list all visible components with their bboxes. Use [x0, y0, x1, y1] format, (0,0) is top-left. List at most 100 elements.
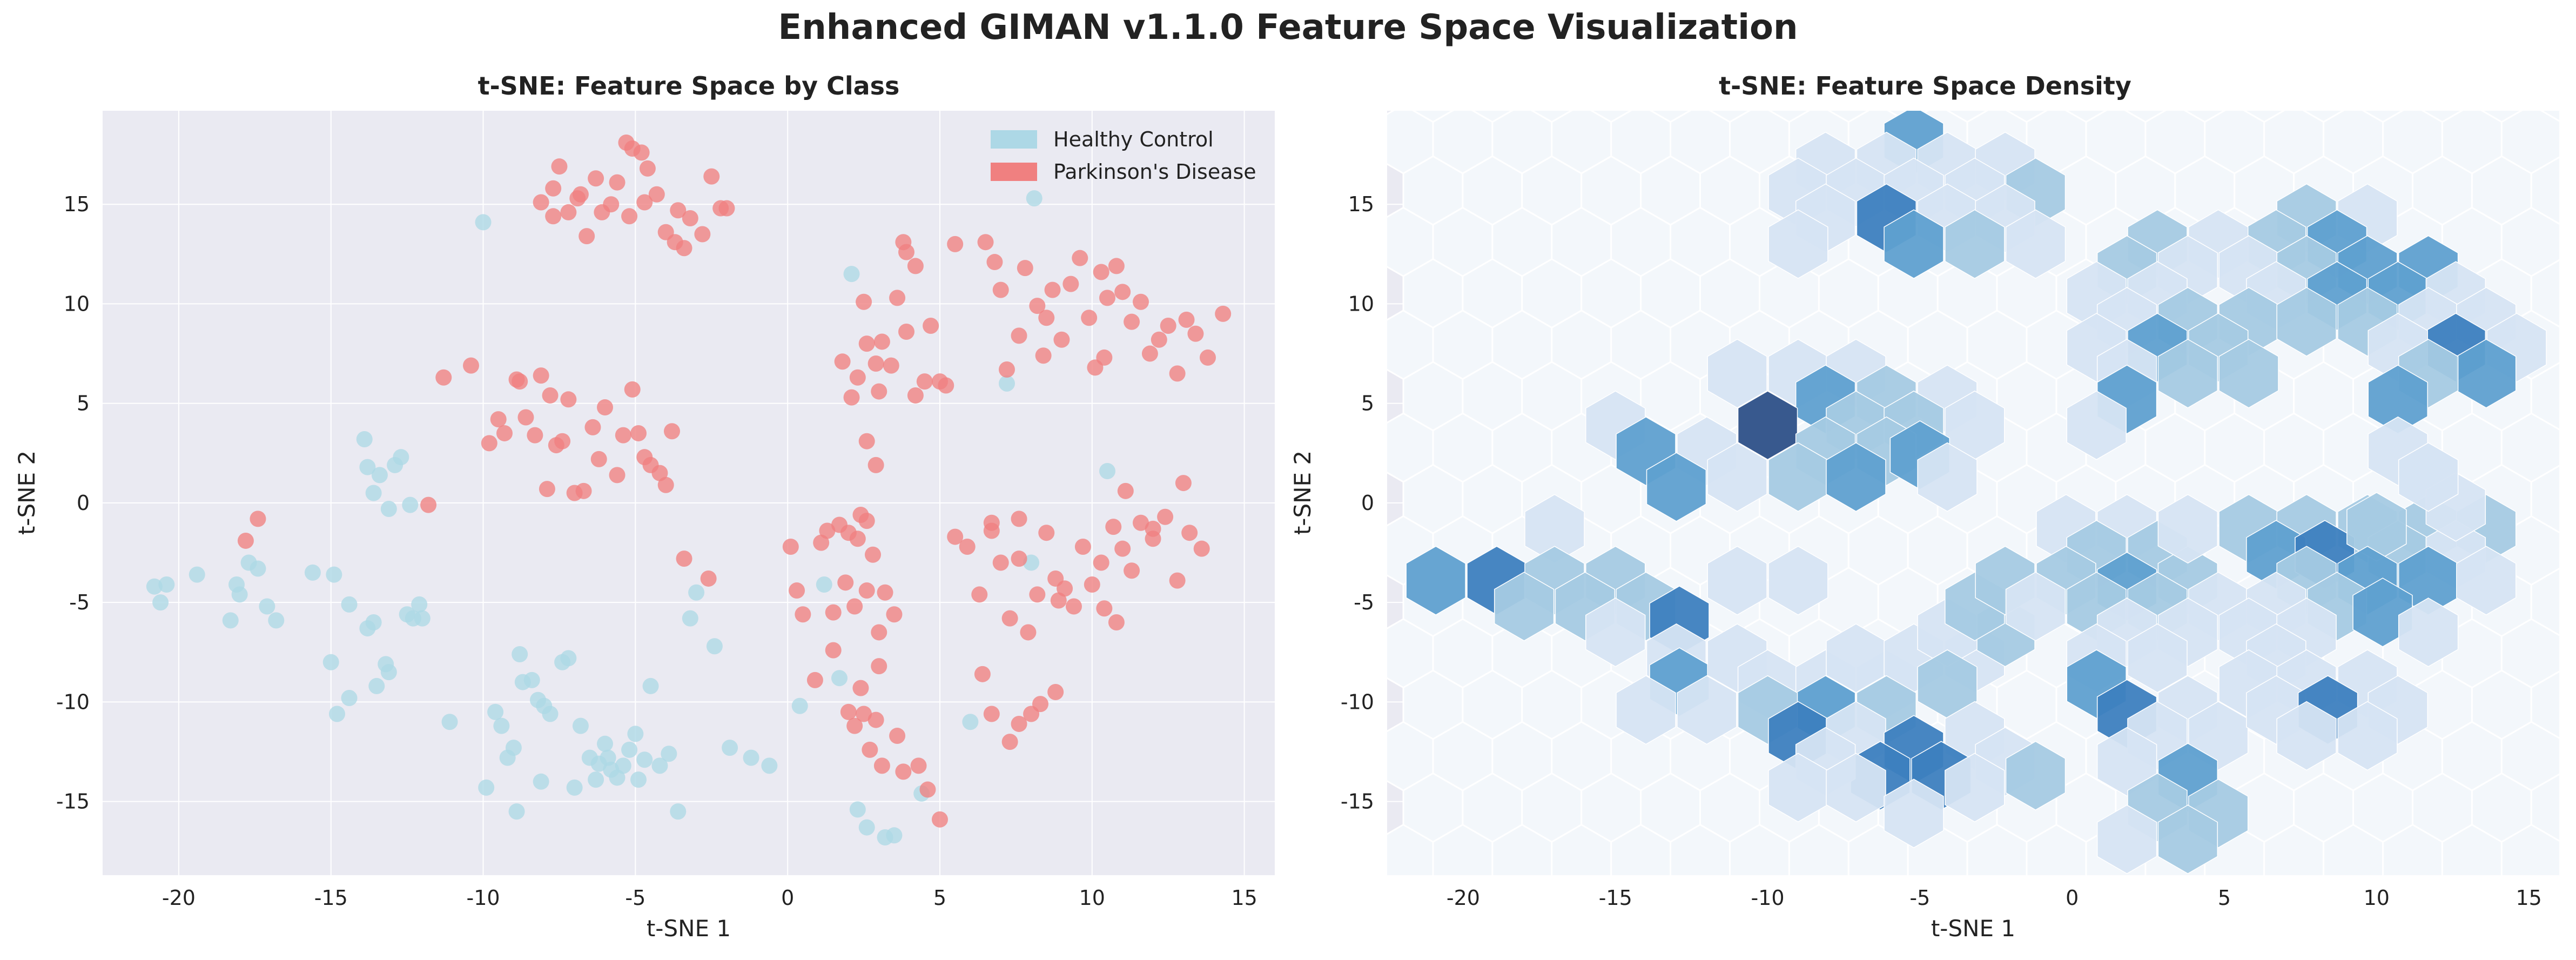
healthy-point [651, 757, 668, 774]
parkinsons-point [999, 361, 1015, 378]
x-tick-label: -15 [1599, 886, 1632, 910]
parkinsons-point [1001, 734, 1018, 750]
parkinsons-point [1187, 325, 1204, 342]
parkinsons-point [560, 391, 577, 408]
hex-bin [2066, 390, 2127, 460]
healthy-point [1099, 462, 1115, 479]
parkinsons-point [898, 244, 914, 260]
hex-empty [1709, 111, 1751, 123]
parkinsons-point [1151, 331, 1167, 348]
parkinsons-point [560, 204, 577, 220]
parkinsons-point [579, 228, 595, 245]
y-tick-label: -5 [1354, 590, 1374, 614]
x-tick-labels: -20 -15 -10 -5 0 5 10 15 [162, 886, 1257, 910]
hex-empty [1590, 111, 1632, 123]
x-tick-label: -5 [625, 886, 645, 910]
parkinsons-point [539, 481, 555, 498]
y-tick-label: 5 [1361, 392, 1374, 415]
y-tick-label: -5 [69, 590, 90, 614]
parkinsons-point [1093, 554, 1109, 571]
healthy-point [402, 496, 419, 513]
healthy-point [493, 717, 510, 734]
healthy-point [688, 584, 705, 601]
parkinsons-point [889, 728, 906, 744]
parkinsons-point [603, 196, 620, 213]
healthy-point [722, 740, 738, 756]
hex-bin [1405, 546, 1466, 615]
parkinsons-point [621, 208, 638, 225]
x-axis-label: t-SNE 1 [647, 915, 731, 942]
hex-empty [1768, 111, 1811, 123]
parkinsons-point [1133, 514, 1149, 531]
plot-area [103, 111, 1275, 875]
parkinsons-point [1145, 520, 1161, 537]
parkinsons-point [1047, 683, 1064, 700]
parkinsons-point [889, 290, 906, 306]
parkinsons-point [533, 367, 549, 384]
legend: Healthy Control Parkinson's Disease [991, 127, 1256, 184]
healthy-point [542, 706, 559, 722]
x-tick-labels: -20 -15 -10 -5 0 5 10 15 [1447, 886, 2542, 910]
healthy-point [609, 769, 625, 786]
y-tick-label: -15 [1341, 790, 1374, 814]
parkinsons-point [1011, 551, 1027, 567]
y-tick-labels: -15 -10 -5 0 5 10 15 [56, 192, 90, 813]
healthy-point [365, 485, 382, 501]
hex-empty [2065, 111, 2107, 123]
healthy-point [304, 564, 321, 581]
parkinsons-point [542, 387, 559, 404]
parkinsons-point [867, 711, 884, 728]
healthy-point [1023, 554, 1040, 571]
x-tick-label: 5 [933, 886, 946, 910]
chart-title: t-SNE: Feature Space Density [1719, 71, 2131, 100]
hex-bin [2157, 804, 2218, 874]
parkinsons-point [837, 574, 854, 591]
healthy-point [380, 500, 397, 517]
parkinsons-point [1133, 293, 1149, 310]
parkinsons-point [1169, 572, 1186, 589]
healthy-point [322, 654, 339, 670]
y-tick-label: 5 [77, 392, 90, 415]
parkinsons-point [1200, 349, 1216, 366]
parkinsons-point [782, 538, 799, 555]
parkinsons-point [435, 369, 452, 386]
healthy-point [414, 610, 431, 627]
hex-empty [2124, 111, 2167, 123]
healthy-point [597, 735, 613, 752]
parkinsons-point [932, 811, 948, 828]
parkinsons-point [648, 186, 665, 203]
parkinsons-point [1001, 610, 1018, 627]
y-tick-labels: -15 -10 -5 0 5 10 15 [1341, 192, 1374, 813]
hex-bin [1707, 442, 1767, 512]
parkinsons-point [1160, 317, 1176, 334]
parkinsons-point [1050, 592, 1067, 609]
y-axis-label: t-SNE 2 [1289, 451, 1316, 535]
parkinsons-point [825, 604, 842, 621]
hex-empty [1530, 111, 1573, 123]
parkinsons-point [496, 425, 513, 441]
y-tick-label: 10 [1348, 292, 1374, 315]
parkinsons-point [883, 357, 899, 374]
y-tick-label: -10 [1341, 690, 1374, 714]
parkinsons-point [858, 433, 875, 449]
x-tick-label: 15 [1231, 886, 1257, 910]
parkinsons-point [670, 202, 687, 219]
healthy-point [560, 650, 577, 667]
parkinsons-point [886, 606, 903, 623]
parkinsons-point [517, 409, 534, 426]
parkinsons-point [1029, 586, 1046, 603]
x-axis-label: t-SNE 1 [1931, 915, 2015, 942]
parkinsons-point [813, 534, 830, 551]
hex-empty [2183, 111, 2226, 123]
hex-bin [1707, 546, 1767, 615]
healthy-point [523, 672, 540, 688]
parkinsons-point [983, 706, 1000, 722]
hex-bin [2005, 741, 2066, 811]
parkinsons-point [947, 236, 964, 252]
parkinsons-point [852, 680, 869, 696]
hex-bin [1945, 753, 2005, 823]
parkinsons-point [977, 234, 994, 251]
parkinsons-point [877, 584, 893, 601]
hex-empty [2362, 111, 2404, 123]
parkinsons-point [545, 180, 562, 197]
